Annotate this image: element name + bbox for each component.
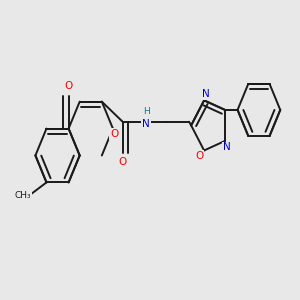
Text: O: O xyxy=(118,157,127,167)
Text: O: O xyxy=(195,151,203,161)
Text: CH₃: CH₃ xyxy=(15,191,32,200)
Text: N: N xyxy=(142,118,150,129)
Text: N: N xyxy=(202,89,209,99)
Text: H: H xyxy=(143,107,150,116)
Text: N: N xyxy=(223,142,231,152)
Text: O: O xyxy=(64,82,73,92)
Text: O: O xyxy=(110,129,118,139)
